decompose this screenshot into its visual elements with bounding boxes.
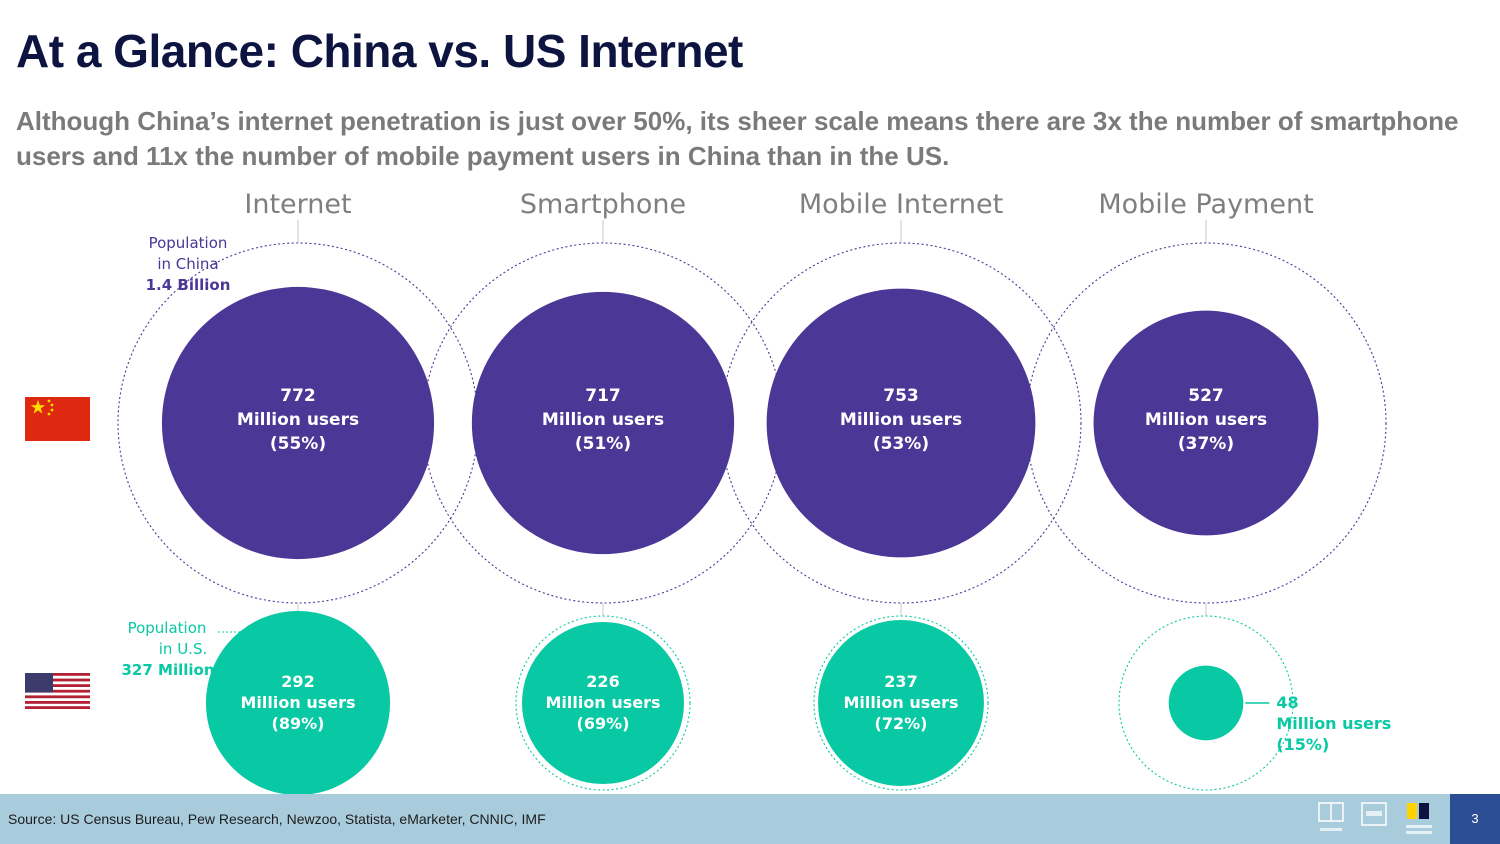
us-bubble-internet bbox=[205, 610, 391, 794]
china-percent-label-mobile-payment: (37%) bbox=[1178, 434, 1234, 454]
footer-bar: Source: US Census Bureau, Pew Research, … bbox=[0, 794, 1500, 844]
category-label-mobile-internet: Mobile Internet bbox=[799, 189, 1003, 220]
comparison-diagram: 772 Million users (55%) 292 Million users (89… bbox=[25, 189, 1391, 794]
us-value-label-smartphone: 226 bbox=[586, 672, 619, 691]
us-unit-label-smartphone: Million users bbox=[546, 693, 661, 712]
china-percent-label-internet: (55%) bbox=[270, 434, 326, 454]
china-value-label-mobile-internet: 753 bbox=[883, 386, 919, 406]
china-value-label-mobile-payment: 527 bbox=[1188, 386, 1224, 406]
china-bubble-internet bbox=[161, 286, 435, 560]
page-number: 3 bbox=[1450, 794, 1500, 844]
us-percent-label-internet: (89%) bbox=[272, 714, 325, 733]
us-percent-label-smartphone: (69%) bbox=[577, 714, 630, 733]
us-population-circle-smartphone bbox=[515, 615, 691, 791]
user-bubbles: 772 Million users (55%) 292 Million users (89… bbox=[161, 286, 1391, 794]
china-unit-label-internet: Million users bbox=[237, 410, 359, 430]
us-population-value: 327 Million bbox=[121, 661, 214, 679]
source-note: Source: US Census Bureau, Pew Research, … bbox=[8, 811, 546, 827]
us-unit-label-mobile-internet: Million users bbox=[844, 693, 959, 712]
us-bubble-mobile-payment bbox=[1168, 665, 1244, 741]
china-bubble-smartphone bbox=[471, 291, 735, 555]
china-bubble-mobile-payment bbox=[1093, 310, 1319, 536]
china-value-label-internet: 772 bbox=[280, 386, 316, 406]
china-population-value: 1.4 Billion bbox=[146, 276, 231, 294]
us-population-circle-mobile-internet bbox=[813, 615, 989, 791]
category-label-smartphone: Smartphone bbox=[520, 189, 686, 220]
china-unit-label-mobile-internet: Million users bbox=[840, 410, 962, 430]
connector-lines bbox=[297, 220, 1207, 616]
category-label-internet: Internet bbox=[244, 189, 351, 220]
china-bubble-mobile-internet bbox=[766, 288, 1036, 558]
brand-logo-icon bbox=[1406, 803, 1432, 834]
china-population-circle-mobile-internet bbox=[720, 242, 1082, 604]
china-population-line1: Population bbox=[149, 234, 228, 252]
us-value-label-internet: 292 bbox=[281, 672, 314, 691]
us-unit-label-mobile-payment: Million users bbox=[1276, 714, 1391, 733]
china-flag-icon bbox=[25, 397, 90, 441]
china-value-label-smartphone: 717 bbox=[585, 386, 621, 406]
us-flag-icon bbox=[25, 673, 90, 709]
page-subtitle: Although China’s internet penetration is… bbox=[16, 106, 1459, 171]
book-logo-icon bbox=[1318, 802, 1344, 831]
badge-logo-icon bbox=[1361, 802, 1387, 826]
us-percent-label-mobile-internet: (72%) bbox=[875, 714, 928, 733]
china-percent-label-mobile-internet: (53%) bbox=[873, 434, 929, 454]
us-value-label-mobile-internet: 237 bbox=[884, 672, 917, 691]
us-bubble-smartphone bbox=[521, 621, 685, 785]
us-population-circle-mobile-payment bbox=[1118, 615, 1294, 791]
us-percent-label-mobile-payment: (15%) bbox=[1276, 735, 1329, 754]
us-unit-label-internet: Million users bbox=[241, 693, 356, 712]
page-title: At a Glance: China vs. US Internet bbox=[16, 25, 743, 77]
us-population-line1: Population bbox=[128, 619, 207, 637]
china-unit-label-smartphone: Million users bbox=[542, 410, 664, 430]
category-label-mobile-payment: Mobile Payment bbox=[1098, 189, 1313, 220]
us-value-label-mobile-payment: 48 bbox=[1276, 693, 1298, 712]
china-percent-label-smartphone: (51%) bbox=[575, 434, 631, 454]
china-population-line2: in China bbox=[157, 255, 218, 273]
category-labels: Internet Smartphone Mobile Internet Mobile … bbox=[244, 189, 1313, 220]
us-population-line2: in U.S. bbox=[159, 640, 207, 658]
china-unit-label-mobile-payment: Million users bbox=[1145, 410, 1267, 430]
china-population-circle-mobile-payment bbox=[1025, 242, 1387, 604]
us-bubble-mobile-internet bbox=[818, 620, 984, 786]
